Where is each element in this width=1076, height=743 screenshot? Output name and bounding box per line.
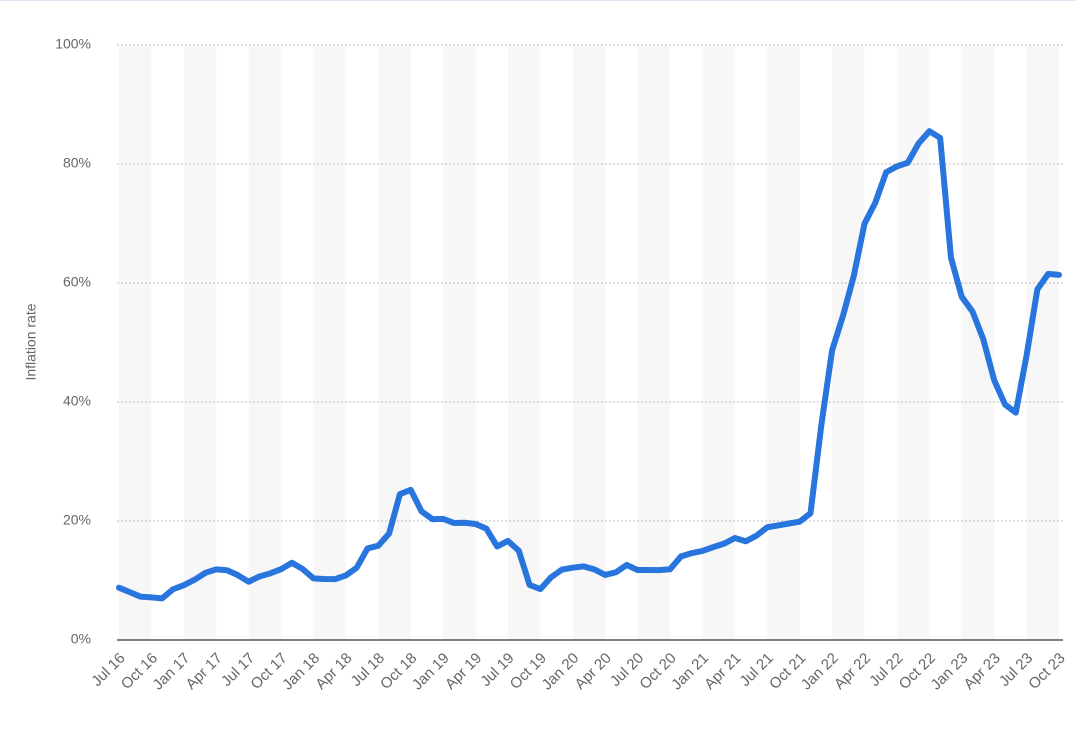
x-tick-label: Jan 20 [539,650,583,694]
background-band [572,45,606,640]
background-band [896,45,930,640]
x-tick-label: Apr 18 [312,650,355,693]
x-tick-label: Oct 23 [1025,650,1068,693]
background-band [248,45,282,640]
background-band [767,45,800,640]
x-tick-label: Apr 23 [961,650,1004,693]
background-band [443,45,476,640]
background-band [961,45,995,640]
background-band [378,45,411,640]
background-band [637,45,671,640]
y-axis-label: Inflation rate [23,303,39,380]
x-tick-label: Apr 19 [442,650,485,693]
background-band [313,45,346,640]
x-tick-label: Apr 17 [183,650,226,693]
background-band [183,45,217,640]
background-band [507,45,541,640]
x-tick-label: Apr 20 [572,650,615,693]
x-tick-label: Jan 19 [409,650,453,694]
x-tick-label: Apr 22 [831,650,874,693]
y-tick-label: 80% [63,155,91,171]
x-tick-label: Jan 21 [668,650,712,694]
x-tick-label: Apr 21 [701,650,744,693]
y-tick-label: 0% [71,631,91,647]
x-tick-label: Jan 18 [279,650,323,694]
background-band [1026,45,1059,640]
x-tick-label: Jan 17 [150,650,194,694]
y-tick-label: 60% [63,274,91,290]
background-band [119,45,152,640]
data-line [116,128,1062,602]
y-tick-label: 20% [63,512,91,528]
x-tick-label: Jan 23 [928,650,972,694]
y-tick-label: 100% [55,36,91,52]
x-tick-label: Jan 22 [798,650,842,694]
y-tick-label: 40% [63,393,91,409]
